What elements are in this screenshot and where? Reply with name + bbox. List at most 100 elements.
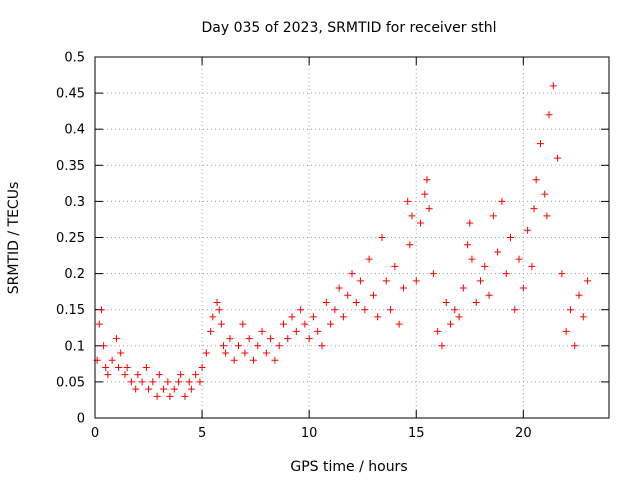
data-point (275, 342, 283, 350)
y-axis-label: SRMTID / TECUs (6, 182, 22, 295)
data-point (121, 371, 129, 379)
y-tick-label: 0.35 (56, 159, 85, 174)
data-point (181, 392, 189, 400)
data-point (357, 277, 365, 285)
data-point (412, 277, 420, 285)
data-point (554, 154, 562, 162)
data-point (549, 82, 557, 90)
data-point (464, 241, 472, 249)
data-point (108, 356, 116, 364)
y-tick-label: 0.3 (64, 195, 85, 210)
data-point (374, 313, 382, 321)
data-point (175, 378, 183, 386)
data-point (579, 313, 587, 321)
y-tick-label: 0.1 (64, 339, 85, 354)
data-point (198, 363, 206, 371)
x-tick-label: 0 (91, 426, 99, 441)
data-point (571, 342, 579, 350)
data-point (217, 320, 225, 328)
x-axis-label: GPS time / hours (290, 459, 407, 475)
data-point (104, 371, 112, 379)
data-point (352, 298, 360, 306)
data-point (318, 342, 326, 350)
data-point (423, 176, 431, 184)
data-point (545, 111, 553, 119)
data-point (123, 363, 131, 371)
chart-title: Day 035 of 2023, SRMTID for receiver sth… (202, 20, 497, 36)
y-tick-label: 0.5 (64, 51, 85, 66)
data-point (477, 277, 484, 285)
data-point (382, 277, 390, 285)
data-point (536, 140, 544, 148)
data-point (434, 327, 442, 335)
data-point (481, 262, 489, 270)
data-point (387, 306, 395, 314)
data-point (429, 270, 437, 278)
data-point (543, 212, 551, 220)
data-point (138, 378, 146, 386)
data-point (142, 363, 150, 371)
data-point (344, 291, 352, 299)
data-point (391, 262, 399, 270)
data-point (408, 212, 416, 220)
data-point (145, 385, 153, 393)
data-point (468, 255, 476, 263)
data-point (335, 284, 343, 292)
data-point (288, 313, 296, 321)
data-point (284, 335, 292, 343)
data-point (185, 378, 193, 386)
data-point (160, 385, 168, 393)
data-point (166, 392, 174, 400)
data-point (164, 378, 172, 386)
data-point (511, 306, 519, 314)
data-point (97, 306, 105, 314)
data-point (489, 212, 497, 220)
data-point (192, 371, 200, 379)
data-point (234, 342, 242, 350)
data-point (258, 327, 266, 335)
data-point (177, 371, 185, 379)
data-point (442, 298, 450, 306)
data-point (222, 349, 230, 357)
data-point (451, 306, 459, 314)
data-point (155, 371, 163, 379)
data-point (404, 197, 412, 205)
data-point (202, 349, 210, 357)
data-point (271, 356, 279, 364)
data-point (459, 284, 467, 292)
data-point (438, 342, 446, 350)
data-point (239, 320, 247, 328)
data-point (209, 313, 217, 321)
data-point (425, 205, 433, 213)
data-point (187, 385, 195, 393)
data-point (170, 385, 178, 393)
data-point (301, 320, 309, 328)
data-point (292, 327, 300, 335)
data-point (127, 378, 135, 386)
data-point (322, 298, 330, 306)
data-point (519, 284, 527, 292)
data-point (112, 335, 120, 343)
data-point (149, 378, 157, 386)
data-point (406, 241, 414, 249)
data-points (93, 82, 592, 400)
data-point (254, 342, 262, 350)
data-point (115, 363, 123, 371)
data-point (528, 262, 536, 270)
data-point (472, 298, 480, 306)
data-point (399, 284, 407, 292)
data-point (541, 190, 549, 198)
y-tick-label: 0 (77, 412, 85, 427)
data-point (220, 342, 227, 350)
data-point (378, 234, 386, 241)
data-point (215, 306, 223, 314)
data-point (297, 306, 305, 314)
data-point (447, 320, 455, 328)
data-point (267, 335, 275, 343)
data-point (117, 349, 125, 357)
data-point (566, 306, 574, 314)
data-point (102, 363, 110, 371)
data-point (314, 327, 322, 335)
x-tick-label: 15 (408, 426, 425, 441)
